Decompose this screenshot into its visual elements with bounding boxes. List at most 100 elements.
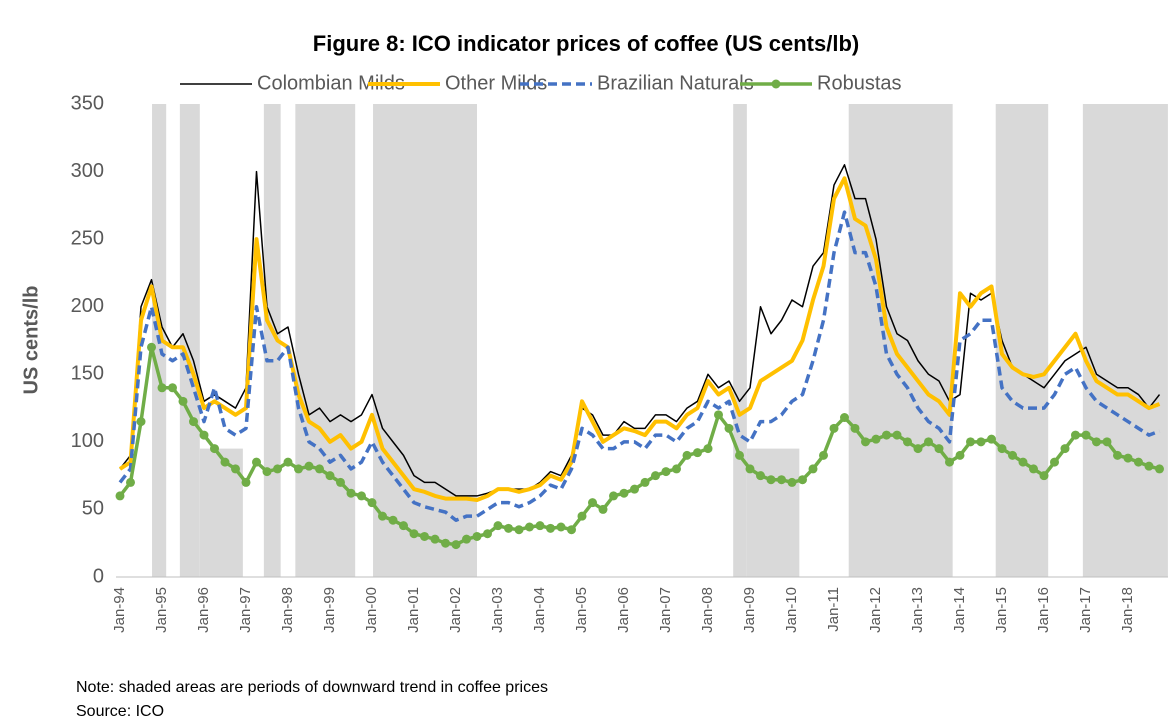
series-marker [199, 430, 209, 440]
series-marker [966, 437, 975, 447]
series-marker [483, 529, 492, 539]
series-marker [850, 423, 860, 433]
series-marker [1123, 453, 1133, 463]
series-marker [462, 534, 471, 544]
series-marker [945, 457, 954, 467]
shaded-period [995, 104, 1049, 577]
series-marker [798, 475, 807, 485]
x-tick-label: Jan-96 [195, 587, 212, 633]
x-tick-label: Jan-03 [489, 587, 506, 633]
series-marker [640, 477, 650, 487]
legend-label: Brazilian Naturals [597, 72, 754, 94]
series-marker [325, 471, 335, 481]
series-marker [546, 523, 555, 533]
series-marker [567, 525, 576, 535]
series-marker [766, 475, 776, 485]
series-marker [304, 461, 314, 471]
series-marker [1144, 461, 1154, 471]
x-tick-label: Jan-94 [111, 587, 128, 633]
x-tick-label: Jan-09 [741, 587, 758, 633]
series-marker [493, 521, 503, 531]
series-marker [357, 491, 366, 501]
x-tick-label: Jan-15 [993, 587, 1010, 633]
series-marker [409, 529, 419, 539]
series-marker [840, 413, 849, 423]
series-marker [336, 477, 345, 487]
series-marker [819, 450, 828, 460]
series-marker [619, 488, 629, 498]
series-marker [367, 498, 377, 508]
x-tick-label: Jan-18 [1119, 587, 1136, 633]
series-marker [672, 464, 681, 474]
series-marker [157, 383, 167, 393]
x-tick-label: Jan-99 [321, 587, 338, 633]
x-tick-label: Jan-00 [363, 587, 380, 633]
series-marker [504, 523, 513, 533]
series-marker [126, 477, 135, 487]
series-marker [934, 444, 944, 454]
legend-label: Other Milds [445, 72, 547, 94]
series-marker [388, 515, 398, 525]
series-marker [252, 457, 261, 467]
x-tick-label: Jan-08 [699, 587, 716, 633]
series-marker [1008, 450, 1017, 460]
series-line [118, 210, 1161, 522]
y-tick-label: 300 [71, 160, 104, 182]
series-marker [924, 437, 933, 447]
series-marker [703, 444, 713, 454]
series-marker [556, 522, 566, 532]
series-marker [1155, 464, 1164, 474]
series-marker [903, 437, 912, 447]
shaded-period [733, 104, 747, 577]
series-marker [787, 477, 797, 487]
series-marker [241, 477, 251, 487]
series-marker [420, 531, 429, 541]
legend-marker [771, 79, 781, 89]
x-tick-label: Jan-02 [447, 587, 464, 633]
series-marker [976, 437, 986, 447]
shaded-period [746, 448, 800, 577]
series-marker [987, 434, 996, 444]
series-marker [808, 464, 818, 474]
y-tick-label: 150 [71, 363, 104, 385]
y-axis-label: US cents/lb [20, 286, 42, 395]
series-marker [1092, 437, 1101, 447]
series-marker [1113, 450, 1122, 460]
series-marker [724, 423, 734, 433]
x-tick-label: Jan-10 [783, 587, 800, 633]
x-tick-label: Jan-11 [825, 587, 842, 632]
shaded-period [373, 104, 477, 577]
series-marker [441, 538, 450, 548]
series-marker [661, 467, 671, 477]
series-marker [1018, 457, 1028, 467]
series-marker [861, 437, 870, 447]
series-marker [525, 522, 534, 532]
x-tick-label: Jan-05 [573, 587, 590, 633]
series-marker [430, 534, 440, 544]
chart-title: Figure 8: ICO indicator prices of coffee… [313, 31, 859, 56]
series-marker [598, 504, 608, 514]
series-marker [1029, 464, 1038, 474]
x-tick-label: Jan-97 [237, 587, 254, 633]
x-tick-label: Jan-16 [1035, 587, 1052, 633]
series-marker [714, 410, 723, 420]
series-marker [997, 444, 1007, 454]
series-marker [514, 525, 524, 535]
series-marker [535, 521, 545, 531]
shaded-period [179, 104, 200, 577]
series-marker [283, 457, 293, 467]
series-marker [630, 484, 639, 494]
series-marker [609, 491, 618, 501]
y-tick-label: 0 [93, 565, 104, 587]
series-marker [892, 430, 902, 440]
x-tick-label: Jan-95 [153, 587, 170, 633]
series-marker [178, 396, 188, 406]
x-tick-label: Jan-14 [951, 587, 968, 633]
series-marker [735, 450, 744, 460]
x-tick-label: Jan-04 [531, 587, 548, 633]
series-marker [829, 423, 839, 433]
y-tick-label: 100 [71, 430, 104, 452]
series-marker [399, 521, 408, 531]
series-marker [168, 383, 177, 393]
x-tick-label: Jan-17 [1077, 587, 1094, 633]
